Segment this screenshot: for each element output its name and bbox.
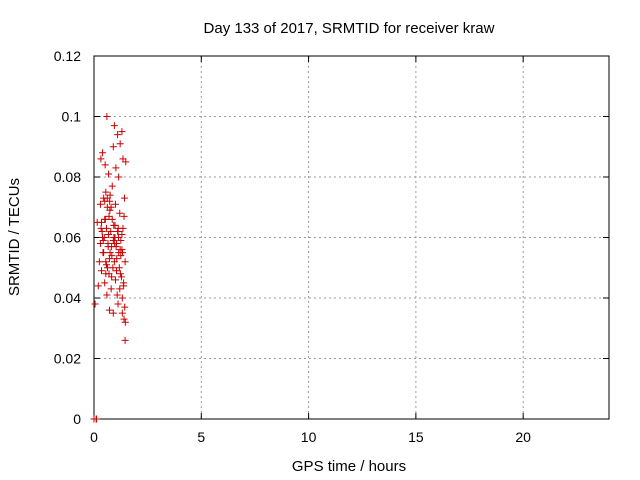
data-point	[96, 200, 104, 208]
data-point	[105, 230, 113, 238]
data-point	[105, 212, 113, 220]
data-point	[111, 221, 119, 229]
data-point	[108, 182, 116, 190]
chart-title: Day 133 of 2017, SRMTID for receiver kra…	[204, 20, 495, 37]
y-tick-label: 0.1	[62, 109, 82, 125]
x-tick-label: 0	[90, 429, 98, 445]
data-point	[109, 237, 117, 245]
data-point	[101, 215, 109, 223]
data-point	[116, 209, 124, 217]
data-point	[99, 237, 107, 245]
data-point	[111, 200, 119, 208]
data-point	[110, 122, 118, 130]
data-point	[110, 240, 118, 248]
data-point	[109, 143, 117, 151]
data-point	[97, 155, 105, 163]
data-point	[103, 291, 111, 299]
data-point	[94, 282, 102, 290]
data-point	[113, 255, 121, 263]
data-point	[108, 252, 116, 260]
x-tick-label: 20	[515, 429, 531, 445]
data-point	[118, 230, 126, 238]
data-point	[120, 194, 128, 202]
data-point	[116, 140, 124, 148]
data-point	[118, 309, 126, 317]
data-point	[120, 315, 128, 323]
plot-area-frame	[93, 55, 610, 420]
data-point	[106, 206, 114, 214]
data-point	[97, 224, 105, 232]
x-tick-label: 15	[408, 429, 424, 445]
y-tick-label: 0	[73, 411, 81, 427]
data-point	[117, 273, 125, 281]
data-point	[113, 291, 121, 299]
y-tick-label: 0.12	[54, 48, 81, 64]
data-point	[119, 249, 127, 257]
data-point	[93, 415, 101, 423]
data-point	[116, 285, 124, 293]
y-tick-label: 0.06	[54, 230, 81, 246]
data-point	[105, 306, 113, 314]
data-point	[102, 270, 110, 278]
data-point	[107, 285, 115, 293]
data-point	[120, 212, 128, 220]
data-point	[114, 131, 122, 139]
axis-ticks: 0 5 10 15 20 0 0.02 0.04 0.06 0.08 0.1 0.12	[54, 48, 609, 445]
data-point	[121, 258, 129, 266]
data-point	[104, 264, 112, 272]
data-point	[109, 309, 117, 317]
data-point	[120, 279, 128, 287]
data-point	[121, 336, 129, 344]
data-point	[99, 234, 107, 241]
data-point	[105, 170, 113, 178]
data-point	[118, 294, 126, 302]
data-point	[121, 318, 129, 326]
data-point	[95, 258, 103, 266]
grid-lines	[94, 56, 609, 419]
data-point	[117, 252, 125, 260]
data-point	[99, 149, 107, 157]
data-point	[101, 161, 109, 169]
data-point	[102, 261, 110, 269]
data-point	[121, 303, 129, 311]
data-point	[101, 279, 109, 287]
data-point	[107, 203, 115, 211]
data-point	[114, 224, 122, 232]
data-point	[91, 300, 99, 308]
x-tick-label: 5	[197, 429, 205, 445]
data-point	[102, 188, 110, 196]
data-point	[103, 113, 111, 120]
y-tick-label: 0.02	[54, 351, 81, 367]
data-point	[98, 267, 106, 275]
data-point	[100, 249, 108, 257]
y-axis-label: SRMTID / TECUs	[6, 178, 23, 296]
data-point	[122, 158, 130, 166]
data-point	[106, 249, 114, 257]
data-point	[108, 273, 116, 281]
x-tick-label: 10	[301, 429, 317, 445]
data-point	[114, 300, 122, 308]
data-point	[111, 276, 119, 284]
data-point	[113, 267, 121, 275]
data-point	[112, 243, 120, 251]
data-point	[102, 258, 110, 266]
data-point	[118, 128, 126, 136]
data-point	[98, 227, 106, 235]
data-point	[106, 197, 114, 205]
data-point	[104, 243, 112, 251]
data-point	[110, 234, 118, 241]
data-point	[98, 218, 106, 226]
data-point	[116, 270, 124, 278]
data-point	[115, 173, 123, 181]
data-points	[90, 113, 130, 423]
data-point	[112, 164, 120, 172]
data-point	[108, 215, 116, 223]
x-axis-label: GPS time / hours	[292, 458, 406, 475]
y-tick-label: 0.04	[54, 290, 81, 306]
y-tick-label: 0.08	[54, 169, 81, 185]
